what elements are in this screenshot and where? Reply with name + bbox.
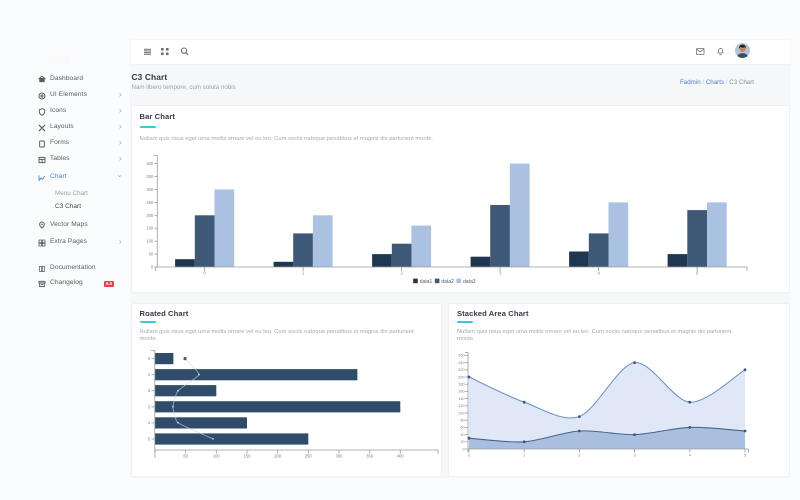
svg-text:50: 50 [149,252,154,257]
svg-text:350: 350 [366,454,374,459]
svg-text:4: 4 [597,271,600,276]
svg-text:4: 4 [148,420,151,425]
svg-text:3: 3 [148,404,151,409]
svg-text:160: 160 [458,390,464,394]
svg-text:0: 0 [203,271,206,276]
svg-text:100: 100 [213,454,221,459]
svg-text:0: 0 [468,454,470,458]
svg-text:0: 0 [462,447,464,451]
svg-text:3: 3 [634,454,636,458]
svg-text:80: 80 [460,419,464,423]
svg-text:200: 200 [146,213,154,218]
svg-text:0: 0 [151,265,154,270]
svg-text:200: 200 [458,375,464,379]
svg-text:200: 200 [274,454,282,459]
svg-text:3: 3 [499,271,502,276]
svg-text:5: 5 [744,454,746,458]
svg-text:400: 400 [146,161,154,166]
svg-text:0: 0 [154,454,157,459]
svg-text:2: 2 [148,388,151,393]
svg-text:60: 60 [460,426,464,430]
svg-text:250: 250 [146,200,154,205]
svg-text:5: 5 [148,437,151,442]
svg-text:180: 180 [458,383,464,387]
svg-text:40: 40 [460,433,464,437]
svg-text:350: 350 [146,174,154,179]
svg-text:300: 300 [146,187,154,192]
svg-text:2: 2 [578,454,580,458]
svg-text:100: 100 [146,239,154,244]
svg-text:250: 250 [305,454,313,459]
svg-text:400: 400 [397,454,405,459]
svg-text:20: 20 [460,440,464,444]
svg-text:5: 5 [696,271,699,276]
svg-text:220: 220 [458,368,464,372]
svg-text:data3: data3 [463,279,476,285]
svg-text:150: 150 [146,226,154,231]
svg-text:1: 1 [523,454,525,458]
svg-text:4: 4 [689,454,691,458]
svg-text:300: 300 [336,454,344,459]
svg-text:data1: data1 [420,279,433,285]
svg-text:100: 100 [458,411,464,415]
svg-text:1: 1 [302,271,305,276]
svg-text:2: 2 [400,271,403,276]
svg-text:1: 1 [148,372,151,377]
svg-text:150: 150 [244,454,252,459]
svg-text:data2: data2 [441,279,454,285]
svg-text:260: 260 [458,354,464,358]
svg-text:140: 140 [458,397,464,401]
svg-text:120: 120 [458,404,464,408]
svg-text:240: 240 [458,361,464,365]
svg-text:50: 50 [183,454,188,459]
svg-text:0: 0 [148,356,151,361]
